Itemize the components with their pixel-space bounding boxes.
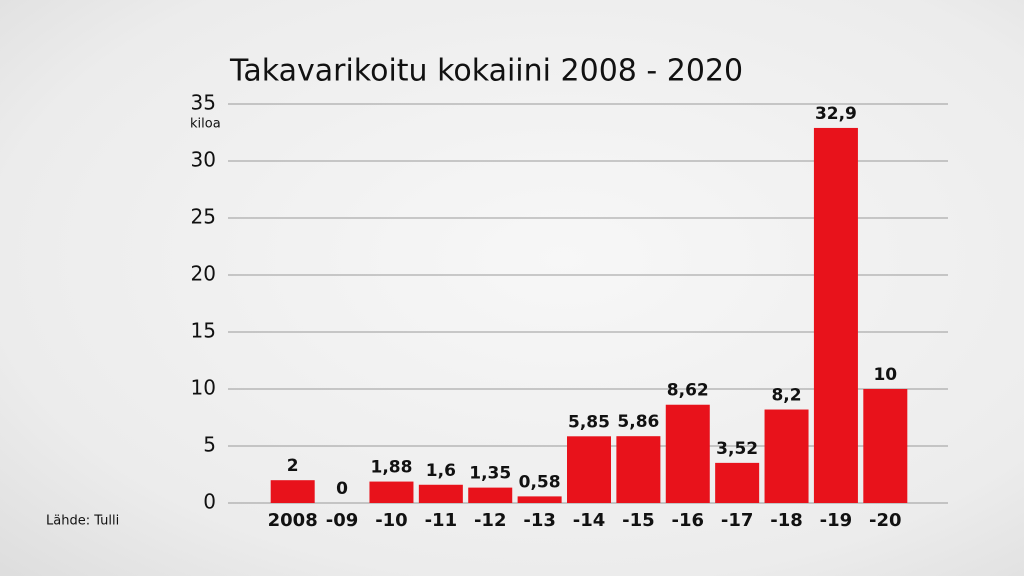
x-tick-label: -20 [869, 510, 902, 531]
x-tick-label: -19 [820, 510, 853, 531]
value-label: 1,35 [469, 464, 511, 484]
x-tick-label: -09 [326, 510, 359, 531]
x-tick-label: -11 [425, 510, 458, 531]
bar [270, 480, 315, 503]
bar [715, 462, 760, 503]
value-label: 5,86 [617, 412, 659, 432]
x-tick-label: -15 [622, 510, 655, 531]
x-tick-label: -18 [770, 510, 803, 531]
value-label: 5,85 [568, 412, 610, 432]
x-tick-label: -17 [721, 510, 754, 531]
chart-title: Takavarikoitu kokaiini 2008 - 2020 [229, 54, 743, 89]
y-tick-label: 10 [191, 376, 216, 400]
value-label: 8,2 [771, 386, 801, 406]
bar [517, 496, 562, 503]
x-tick-label: -14 [573, 510, 606, 531]
bar [468, 487, 513, 503]
x-tick-label: -16 [672, 510, 705, 531]
bar [665, 404, 710, 503]
value-label: 0,58 [519, 472, 561, 492]
y-unit: kiloa [190, 117, 221, 132]
y-tick-label: 30 [191, 148, 216, 172]
value-label: 1,88 [370, 458, 412, 478]
y-tick-label: 0 [203, 490, 216, 514]
x-tick-label: 2008 [268, 510, 318, 531]
bar [813, 127, 858, 503]
value-label: 8,62 [667, 381, 709, 401]
bar [567, 436, 611, 503]
x-tick-label: -13 [523, 510, 556, 531]
y-tick-label: 25 [191, 205, 216, 229]
bar [369, 481, 414, 503]
source: Lähde: Tulli [46, 514, 119, 529]
bar [418, 484, 463, 503]
bar [863, 389, 908, 503]
value-label: 32,9 [815, 104, 857, 124]
x-tick-label: -10 [375, 510, 408, 531]
bar [616, 436, 661, 503]
value-label: 10 [873, 365, 897, 385]
value-label: 2 [287, 456, 299, 476]
y-tick-label: 35 [191, 91, 216, 115]
y-tick-label: 5 [203, 433, 216, 457]
value-label: 3,52 [716, 439, 758, 459]
value-label: 1,6 [426, 461, 456, 481]
bar [764, 409, 809, 503]
y-tick-label: 15 [191, 319, 216, 343]
value-label: 0 [336, 479, 348, 499]
y-tick-label: 20 [191, 262, 216, 286]
x-tick-label: -12 [474, 510, 507, 531]
